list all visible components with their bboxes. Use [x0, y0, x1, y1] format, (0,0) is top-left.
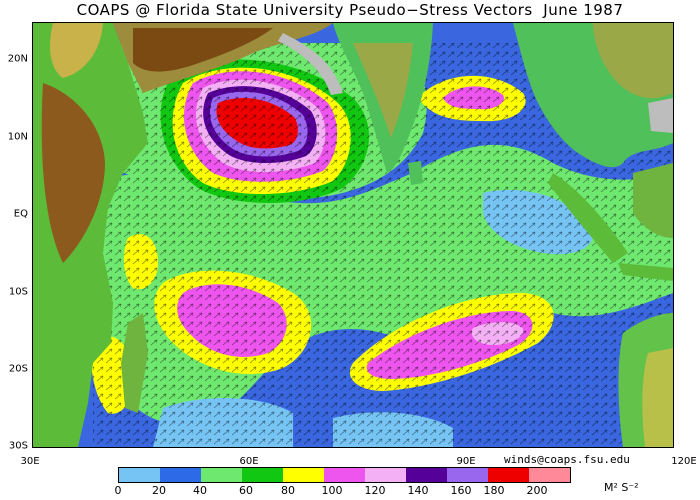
colorbar-swatch: [201, 468, 242, 482]
colorbar-swatch: [406, 468, 447, 482]
colorbar-swatch: [365, 468, 406, 482]
credit-email: winds@coaps.fsu.edu: [504, 453, 630, 466]
colorbar-tick: 40: [193, 484, 207, 497]
stress-map: [33, 23, 673, 447]
chart-title: COAPS @ Florida State University Pseudo−…: [76, 1, 624, 19]
colorbar-tick: 60: [239, 484, 253, 497]
colorbar-tick: 180: [483, 484, 505, 497]
arabia-inner: [133, 28, 273, 72]
colorbar-swatch: [324, 468, 365, 482]
colorbar-tick: 80: [281, 484, 295, 497]
lat-label-30s: 30S: [8, 440, 28, 452]
land-sumatra: [548, 173, 628, 263]
colorbar-tick: 100: [321, 484, 343, 497]
map-frame: [32, 22, 674, 448]
colorbar-swatch: [242, 468, 283, 482]
land-borneo: [633, 163, 673, 238]
land-srilanka: [408, 161, 423, 185]
colorbar-swatch: [488, 468, 529, 482]
land-java: [618, 263, 673, 281]
colorbar-swatch: [283, 468, 324, 482]
lon-label-120e: 120E: [671, 456, 697, 467]
colorbar-ticks: 0 20 40 60 80 100 120 140 160 180 200: [114, 484, 593, 498]
colorbar-swatch: [160, 468, 201, 482]
lat-label-eq: EQ: [13, 208, 28, 220]
colorbar-swatch: [529, 468, 570, 482]
land-gray-2: [648, 98, 673, 133]
lon-label-30e: 30E: [20, 456, 40, 467]
colorbar-tick: 0: [114, 484, 122, 497]
lon-label-90e: 90E: [456, 456, 476, 467]
colorbar-tick: 120: [364, 484, 386, 497]
land-gray-1: [278, 33, 343, 95]
lat-label-20n: 20N: [7, 53, 28, 65]
lon-label-60e: 60E: [239, 456, 259, 467]
africa-desert: [50, 23, 103, 78]
africa-highlands: [41, 83, 105, 263]
land-madagascar: [121, 313, 148, 413]
australia-desert: [642, 348, 673, 447]
india-plateau: [353, 43, 413, 138]
colorbar-tick: 140: [407, 484, 429, 497]
colorbar-tick: 160: [450, 484, 472, 497]
colorbar-swatch: [119, 468, 160, 482]
colorbar-swatch: [447, 468, 488, 482]
lat-label-10s: 10S: [8, 286, 28, 298]
lat-label-10n: 10N: [7, 131, 28, 143]
colorbar-tick: 20: [152, 484, 166, 497]
se-asia-highlands: [593, 23, 673, 99]
lat-label-20s: 20S: [8, 363, 28, 375]
colorbar: [118, 467, 571, 483]
colorbar-tick: 200: [526, 484, 548, 497]
colorbar-unit: M² S⁻²: [604, 481, 639, 494]
